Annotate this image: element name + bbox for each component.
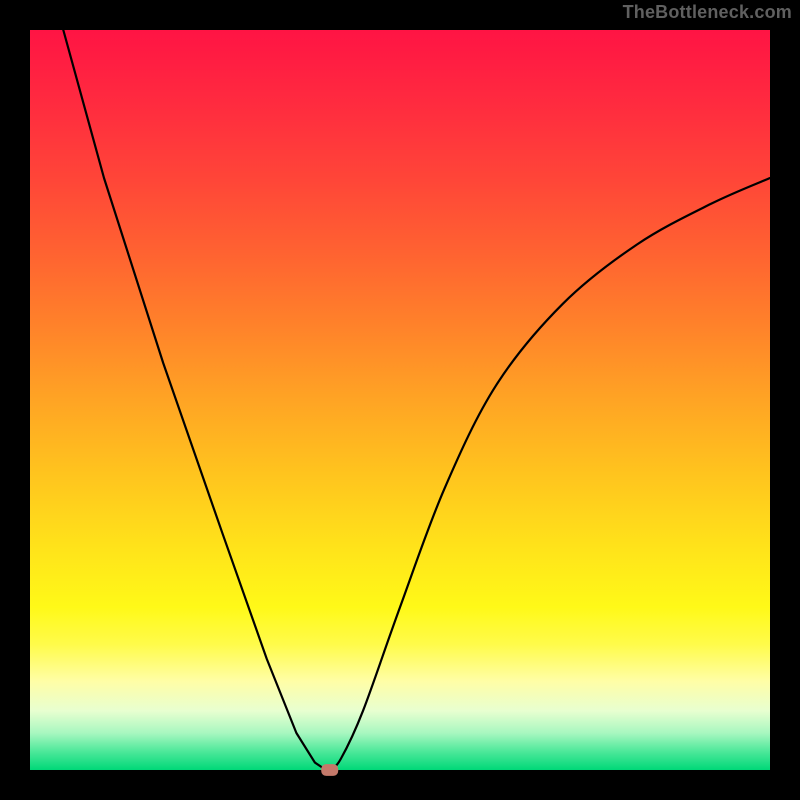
plot-background (30, 30, 770, 770)
chart-container: { "watermark": { "text": "TheBottleneck.… (0, 0, 800, 800)
chart-svg (0, 0, 800, 800)
vertex-marker (321, 764, 338, 776)
